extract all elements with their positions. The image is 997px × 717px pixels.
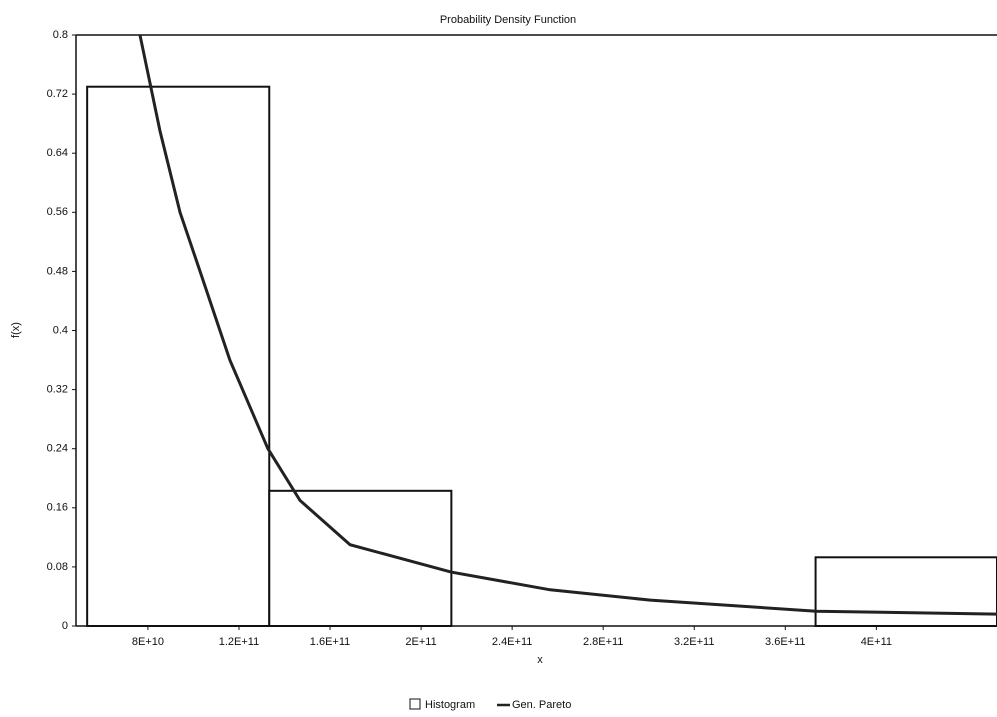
y-axis-label: f(x) (10, 322, 22, 338)
histogram-bar (86, 85, 271, 627)
y-tick-label: 0.48 (47, 265, 68, 277)
legend-histogram-swatch (409, 698, 421, 710)
x-tick-label: 3.2E+11 (674, 636, 714, 648)
pdf-line (138, 34, 997, 616)
y-tick-label: 0.8 (53, 29, 68, 41)
y-tick-label: 0.08 (47, 561, 68, 573)
x-tick-label: 2.4E+11 (492, 636, 532, 648)
y-tick-label: 0.4 (53, 324, 68, 336)
y-tick-label: 0.56 (47, 206, 68, 218)
x-tick-label: 4E+11 (861, 636, 892, 648)
y-tick-label: 0.16 (47, 502, 68, 514)
y-tick-label: 0.32 (47, 384, 68, 396)
histogram-bar (814, 556, 997, 628)
x-tick-label: 2E+11 (405, 636, 436, 648)
chart-title: Probability Density Function (440, 14, 576, 26)
legend-entry: Histogram (425, 699, 475, 711)
x-tick-label: 8E+10 (132, 636, 164, 648)
x-tick-label: 2.8E+11 (583, 636, 623, 648)
y-tick-label: 0.72 (47, 88, 68, 100)
legend-entry: Gen. Pareto (512, 699, 571, 711)
x-tick-label: 1.6E+11 (310, 636, 350, 648)
histogram-bar (268, 489, 453, 627)
x-tick-label: 1.2E+11 (219, 636, 259, 648)
y-tick-label: 0.24 (47, 443, 68, 455)
x-tick-label: 3.6E+11 (765, 636, 805, 648)
y-tick-label: 0 (62, 620, 68, 632)
y-tick-label: 0.64 (47, 147, 68, 159)
x-axis-label: x (537, 654, 543, 666)
